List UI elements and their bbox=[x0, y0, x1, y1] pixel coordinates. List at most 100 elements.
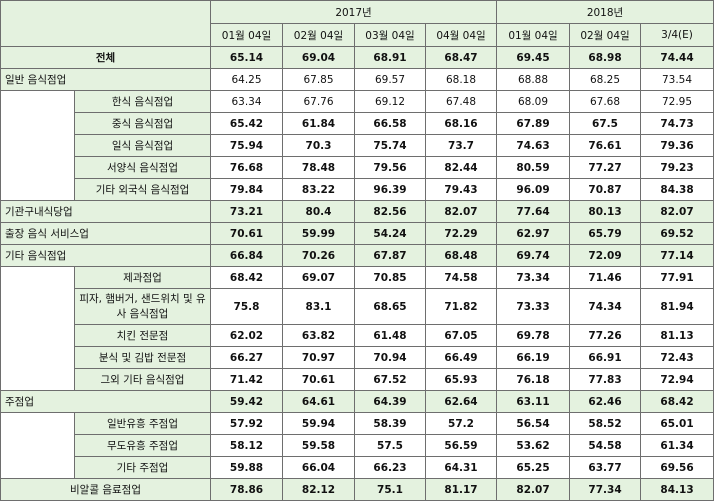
table-cell: 71.46 bbox=[569, 266, 642, 289]
table-cell: 82.07 bbox=[496, 478, 571, 501]
table-cell: 80.59 bbox=[496, 156, 571, 179]
period-header: 01월 04일 bbox=[210, 23, 283, 47]
table-cell: 73.7 bbox=[424, 134, 498, 157]
indent-cell bbox=[0, 346, 75, 369]
table-cell: 66.19 bbox=[496, 346, 571, 369]
table-row: 출장 음식 서비스업 70.61 59.99 54.24 72.29 62.97… bbox=[0, 222, 714, 245]
table-cell: 82.07 bbox=[640, 200, 714, 223]
table-cell: 67.48 bbox=[424, 90, 498, 113]
table-cell: 69.07 bbox=[282, 266, 355, 289]
table-cell: 67.05 bbox=[424, 324, 498, 347]
table-row: 전체 65.14 69.04 68.91 68.47 69.45 68.98 7… bbox=[0, 46, 714, 69]
indent-cell bbox=[0, 90, 75, 113]
table-cell: 69.12 bbox=[354, 90, 426, 113]
indent-cell bbox=[0, 324, 75, 347]
table-cell: 78.48 bbox=[282, 156, 355, 179]
table-cell: 71.42 bbox=[210, 368, 283, 391]
indent-cell bbox=[0, 412, 75, 435]
row-label-subcategory: 일반유흥 주점업 bbox=[74, 412, 211, 435]
table-row: 제과점업 68.42 69.07 70.85 74.58 73.34 71.46… bbox=[0, 266, 714, 289]
table-cell: 56.54 bbox=[496, 412, 571, 435]
table-cell: 67.76 bbox=[282, 90, 355, 113]
table-cell: 73.33 bbox=[496, 288, 571, 325]
table-cell: 82.12 bbox=[282, 478, 355, 501]
year-header: 2017년 bbox=[209, 0, 498, 24]
table-cell: 59.58 bbox=[282, 434, 355, 457]
table-cell: 77.27 bbox=[569, 156, 642, 179]
table-cell: 96.39 bbox=[354, 178, 426, 201]
period-header: 02월 04일 bbox=[569, 23, 642, 47]
indent-cell bbox=[0, 288, 75, 325]
table-cell: 64.31 bbox=[424, 456, 498, 479]
table-cell: 66.84 bbox=[210, 244, 283, 267]
table-cell: 64.39 bbox=[354, 390, 426, 413]
table-cell: 66.49 bbox=[424, 346, 498, 369]
row-label-total: 전체 bbox=[0, 46, 211, 69]
table-cell: 70.3 bbox=[282, 134, 355, 157]
table-row: 서양식 음식점업 76.68 78.48 79.56 82.44 80.59 7… bbox=[0, 156, 714, 179]
table-cell: 65.79 bbox=[569, 222, 642, 245]
table-cell: 77.34 bbox=[569, 478, 642, 501]
table-cell: 77.64 bbox=[496, 200, 571, 223]
row-label-subcategory: 치킨 전문점 bbox=[74, 324, 211, 347]
table-cell: 61.34 bbox=[640, 434, 714, 457]
table-cell: 64.61 bbox=[282, 390, 355, 413]
indent-cell bbox=[0, 112, 75, 135]
table-row: 중식 음식점업 65.42 61.84 66.58 68.16 67.89 67… bbox=[0, 112, 714, 135]
table-cell: 76.68 bbox=[210, 156, 283, 179]
row-label-subcategory: 분식 및 김밥 전문점 bbox=[74, 346, 211, 369]
indent-cell bbox=[0, 434, 75, 457]
table-cell: 70.26 bbox=[282, 244, 355, 267]
table-cell: 79.43 bbox=[424, 178, 498, 201]
table-row: 분식 및 김밥 전문점 66.27 70.97 70.94 66.49 66.1… bbox=[0, 346, 714, 369]
table-cell: 68.18 bbox=[424, 68, 498, 91]
table-cell: 74.34 bbox=[569, 288, 642, 325]
table-cell: 67.85 bbox=[282, 68, 355, 91]
table-cell: 66.04 bbox=[282, 456, 355, 479]
table-cell: 65.01 bbox=[640, 412, 714, 435]
table-cell: 68.09 bbox=[496, 90, 571, 113]
row-label-category: 일반 음식점업 bbox=[0, 68, 211, 91]
table-cell: 67.5 bbox=[569, 112, 642, 135]
table-cell: 65.14 bbox=[210, 46, 283, 69]
table-cell: 68.42 bbox=[640, 390, 714, 413]
table-cell: 68.42 bbox=[210, 266, 283, 289]
row-label-category: 비알콜 음료점업 bbox=[0, 478, 211, 501]
table-cell: 82.07 bbox=[424, 200, 498, 223]
row-label-category: 주점업 bbox=[0, 390, 211, 413]
table-cell: 66.27 bbox=[210, 346, 283, 369]
table-cell: 74.63 bbox=[496, 134, 571, 157]
row-label-subcategory: 서양식 음식점업 bbox=[74, 156, 211, 179]
table-cell: 75.8 bbox=[210, 288, 283, 325]
table-cell: 71.82 bbox=[424, 288, 498, 325]
table-cell: 53.62 bbox=[496, 434, 571, 457]
table-cell: 81.13 bbox=[640, 324, 714, 347]
table-row: 일식 음식점업 75.94 70.3 75.74 73.7 74.63 76.6… bbox=[0, 134, 714, 157]
row-label-subcategory: 중식 음식점업 bbox=[74, 112, 211, 135]
table-cell: 58.39 bbox=[354, 412, 426, 435]
table-cell: 72.94 bbox=[640, 368, 714, 391]
table-cell: 75.1 bbox=[354, 478, 426, 501]
table-row: 기관구내식당업 73.21 80.4 82.56 82.07 77.64 80.… bbox=[0, 200, 714, 223]
indent-cell bbox=[0, 134, 75, 157]
table-cell: 75.94 bbox=[210, 134, 283, 157]
table-cell: 70.61 bbox=[282, 368, 355, 391]
period-header: 01월 04일 bbox=[496, 23, 571, 47]
table-cell: 96.09 bbox=[496, 178, 571, 201]
table-cell: 63.82 bbox=[282, 324, 355, 347]
row-label-subcategory: 기타 주점업 bbox=[74, 456, 211, 479]
table-row: 피자, 햄버거, 샌드위치 및 유사 음식점업 75.8 83.1 68.65 … bbox=[0, 288, 714, 325]
table-cell: 84.13 bbox=[640, 478, 714, 501]
table-cell: 74.73 bbox=[640, 112, 714, 135]
table-cell: 67.52 bbox=[354, 368, 426, 391]
table-cell: 77.14 bbox=[640, 244, 714, 267]
table-cell: 74.58 bbox=[424, 266, 498, 289]
table-row: 한식 음식점업 63.34 67.76 69.12 67.48 68.09 67… bbox=[0, 90, 714, 113]
table-cell: 81.17 bbox=[424, 478, 498, 501]
table-cell: 68.48 bbox=[424, 244, 498, 267]
table-cell: 79.36 bbox=[640, 134, 714, 157]
table-cell: 67.89 bbox=[496, 112, 571, 135]
table-cell: 66.23 bbox=[354, 456, 426, 479]
table-cell: 70.85 bbox=[354, 266, 426, 289]
